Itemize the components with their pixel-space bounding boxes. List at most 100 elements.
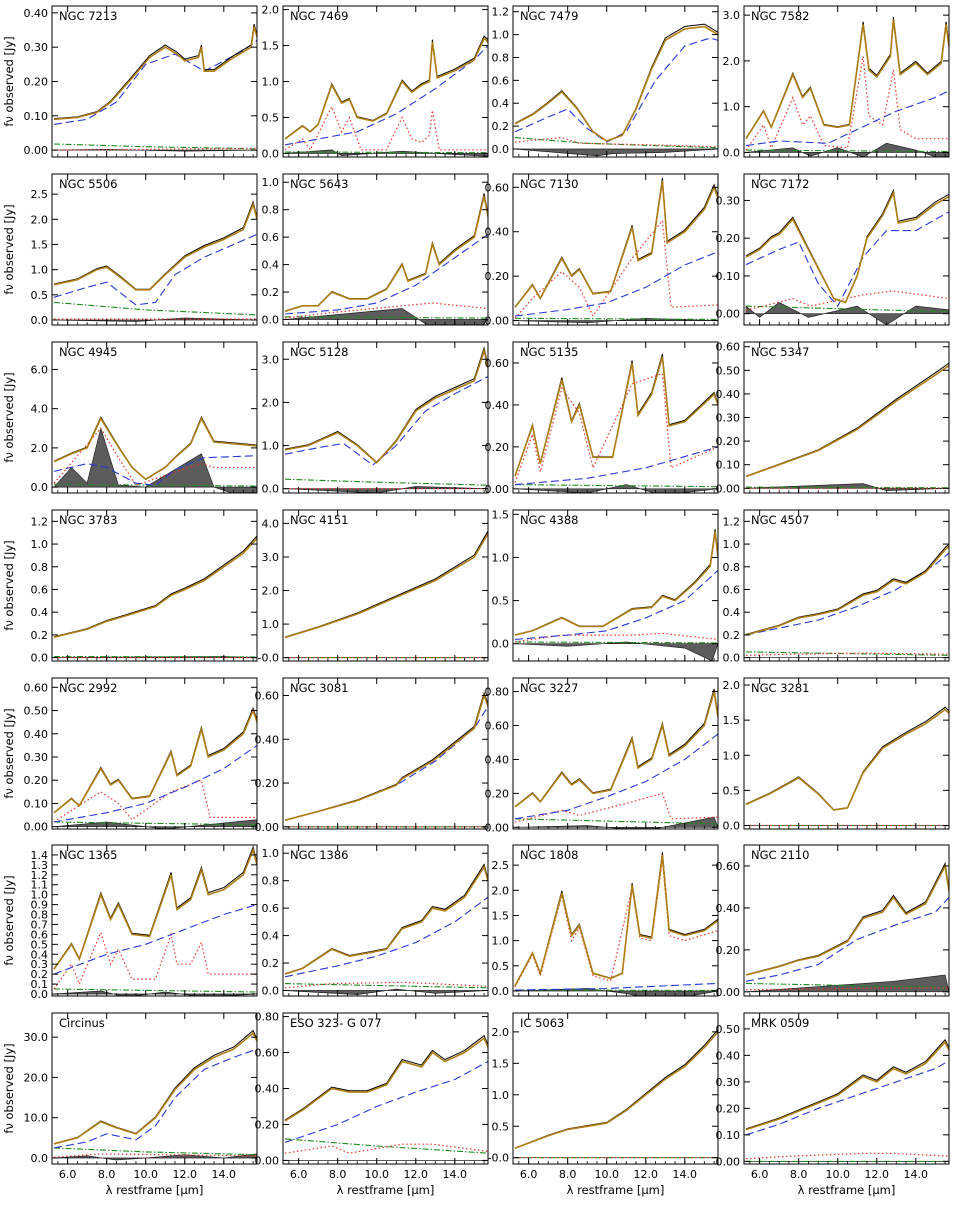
continuum-line bbox=[745, 365, 949, 478]
y-tick-label: 0.6 bbox=[723, 583, 741, 596]
pah-line bbox=[284, 981, 488, 989]
panel-title: NGC 1365 bbox=[59, 848, 117, 862]
continuum-line bbox=[514, 251, 718, 317]
y-tick-label: 0.40 bbox=[716, 388, 741, 401]
stellar-line bbox=[745, 982, 949, 989]
x-tick-label: 8.0 bbox=[98, 1168, 116, 1181]
panel-title: NGC 3081 bbox=[290, 681, 348, 695]
stellar-line bbox=[514, 641, 718, 644]
stellar-line bbox=[514, 818, 718, 825]
panel-title: NGC 5506 bbox=[59, 177, 117, 191]
plot-area bbox=[514, 852, 718, 996]
y-tick-label: 1.5 bbox=[31, 238, 49, 251]
y-tick-label: 2.0 bbox=[492, 884, 510, 897]
x-tick-label: 8.0 bbox=[329, 1168, 347, 1181]
y-tick-label: 0.4 bbox=[492, 97, 510, 110]
model-line bbox=[284, 1036, 488, 1122]
spectrum-panel: 0.0 0.2 0.4 0.6 0.8 1.0 1.2 NGC 7479 bbox=[492, 5, 719, 158]
y-tick-label: 30.0 bbox=[24, 1031, 49, 1044]
y-tick-label: 0.00 bbox=[485, 821, 510, 834]
model-line bbox=[284, 347, 488, 464]
panel-title: NGC 7130 bbox=[520, 177, 578, 191]
y-tick-label: 1.4 bbox=[31, 849, 49, 862]
panel-title: NGC 1808 bbox=[520, 848, 578, 862]
x-tick-label: 12.0 bbox=[865, 1168, 890, 1181]
y-tick-label: 0.0 bbox=[492, 638, 510, 651]
stellar-line bbox=[745, 486, 949, 489]
observed-line bbox=[745, 188, 949, 303]
stellar-line bbox=[514, 137, 718, 149]
y-tick-label: 0.60 bbox=[24, 681, 49, 694]
pah-line bbox=[514, 372, 718, 483]
y-tick-label: 1.0 bbox=[492, 551, 510, 564]
stellar-line bbox=[53, 143, 257, 150]
y-tick-label: -0.0 bbox=[488, 1152, 509, 1165]
panel-frame bbox=[512, 509, 719, 662]
stellar-line bbox=[284, 983, 488, 989]
y-tick-label: 2.0 bbox=[723, 679, 741, 692]
residual-area bbox=[514, 148, 718, 157]
spectrum-panel: 0.0 0.2 0.4 0.6 0.8 1.0 NGC 5643 bbox=[262, 173, 489, 327]
y-tick-label: 0.0 bbox=[262, 985, 280, 998]
model-line bbox=[514, 854, 718, 987]
y-tick-label: 0.10 bbox=[24, 110, 49, 123]
y-tick-label: 1.0 bbox=[262, 618, 280, 631]
spectrum-panel: 0.0 1.0 2.0 3.0 NGC 7582 bbox=[723, 5, 950, 159]
y-tick-label: 0.40 bbox=[255, 733, 280, 746]
model-line bbox=[284, 37, 488, 140]
continuum-line bbox=[53, 538, 257, 638]
y-tick-label: -0.0 bbox=[258, 652, 279, 665]
plot-area bbox=[284, 530, 488, 659]
residual-area bbox=[514, 641, 718, 661]
pah-line bbox=[514, 136, 718, 148]
x-tick-label: 6.0 bbox=[520, 1168, 538, 1181]
y-tick-label: 2.0 bbox=[262, 4, 280, 17]
panel-frame bbox=[743, 509, 950, 662]
plot-area bbox=[745, 362, 949, 491]
residual-area bbox=[284, 308, 488, 325]
y-tick-label: 0.4 bbox=[262, 259, 280, 272]
x-tick-label: 14.0 bbox=[904, 1168, 929, 1181]
panel-frame bbox=[51, 1012, 258, 1165]
y-tick-label: 1.5 bbox=[262, 40, 280, 53]
continuum-line bbox=[284, 706, 488, 821]
plot-area bbox=[514, 688, 718, 829]
y-tick-label: 0.20 bbox=[716, 1102, 741, 1115]
y-tick-label: 0.6 bbox=[31, 928, 49, 941]
y-tick-label: 0.2 bbox=[492, 120, 510, 133]
plot-area bbox=[745, 543, 949, 658]
plot-area bbox=[53, 706, 257, 829]
y-tick-label: 0.2 bbox=[262, 957, 280, 970]
continuum-line bbox=[284, 1061, 488, 1143]
observed-line bbox=[514, 688, 718, 807]
y-tick-label: 1.5 bbox=[723, 714, 741, 727]
y-tick-label: 1.0 bbox=[31, 538, 49, 551]
y-tick-label: 0.3 bbox=[31, 958, 49, 971]
pah-line bbox=[745, 1152, 949, 1160]
pah-line bbox=[514, 632, 718, 643]
plot-area bbox=[514, 529, 718, 661]
continuum-line bbox=[53, 455, 257, 486]
panel-frame bbox=[51, 677, 258, 830]
y-tick-label: 0.40 bbox=[485, 753, 510, 766]
stellar-line bbox=[53, 988, 257, 993]
y-tick-label: 0.60 bbox=[255, 1047, 280, 1060]
y-tick-label: 0.0 bbox=[31, 481, 49, 494]
spectrum-panel: 0.0 0.5 1.0 1.5 2.0 NGC 3281 bbox=[723, 677, 950, 832]
stellar-line bbox=[745, 305, 949, 313]
plot-area bbox=[284, 691, 488, 828]
plot-area bbox=[745, 706, 949, 827]
plot-area bbox=[284, 1034, 488, 1161]
stellar-line bbox=[53, 655, 257, 658]
y-tick-label: 1.5 bbox=[492, 909, 510, 922]
y-tick-label: 2.0 bbox=[262, 585, 280, 598]
observed-line bbox=[284, 691, 488, 821]
continuum-line bbox=[514, 982, 718, 991]
stellar-line bbox=[514, 989, 718, 992]
x-axis-label: λ restframe [μm] bbox=[798, 1183, 896, 1197]
model-line bbox=[514, 25, 718, 142]
panel-frame bbox=[743, 173, 950, 326]
panel-frame bbox=[282, 509, 489, 662]
observed-line bbox=[745, 1038, 949, 1130]
panel-title: NGC 3281 bbox=[751, 681, 809, 695]
